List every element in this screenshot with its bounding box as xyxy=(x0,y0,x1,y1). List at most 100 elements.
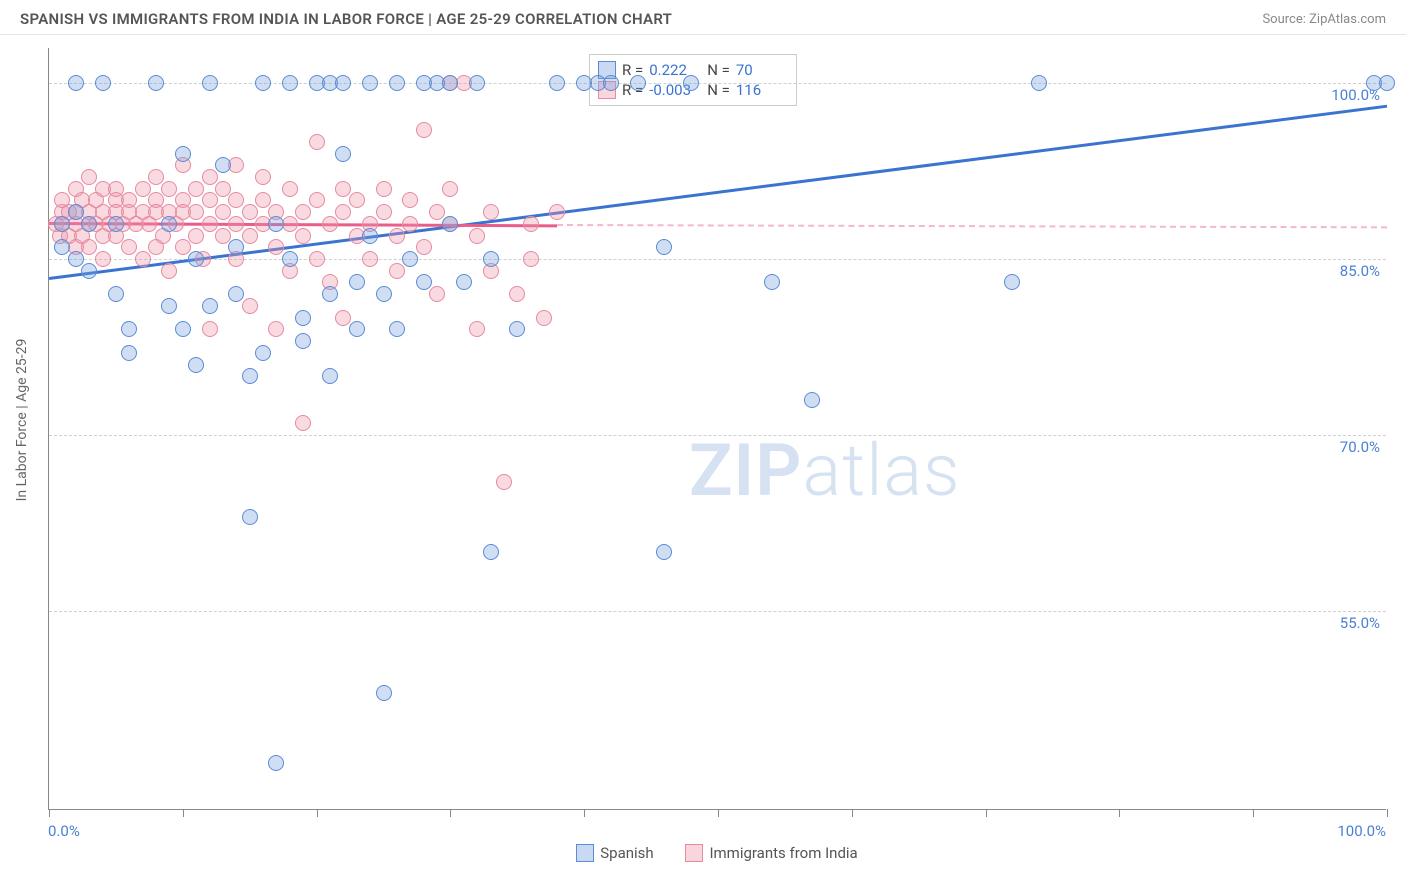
data-point-blue xyxy=(442,216,458,232)
data-point-blue xyxy=(175,321,191,337)
source-value: ZipAtlas.com xyxy=(1309,12,1386,27)
data-point-pink xyxy=(416,239,432,255)
x-tick xyxy=(1253,809,1254,817)
data-point-blue xyxy=(362,228,378,244)
data-point-pink xyxy=(161,181,177,197)
y-tick-label: 55.0% xyxy=(1340,614,1380,632)
data-point-pink xyxy=(549,204,565,220)
data-point-pink xyxy=(429,204,445,220)
data-point-blue xyxy=(549,75,565,91)
gridline xyxy=(49,259,1386,260)
data-point-pink xyxy=(335,204,351,220)
data-point-pink xyxy=(295,415,311,431)
scatter-chart: ZIPatlas R = 0.222 N = 70 R = -0.003 N =… xyxy=(48,48,1386,810)
data-point-blue xyxy=(228,239,244,255)
data-point-pink xyxy=(309,134,325,150)
x-tick xyxy=(1119,809,1120,817)
data-point-blue xyxy=(81,216,97,232)
data-point-pink xyxy=(202,192,218,208)
data-point-pink xyxy=(536,310,552,326)
data-point-pink xyxy=(282,181,298,197)
data-point-pink xyxy=(268,239,284,255)
data-point-blue xyxy=(483,251,499,267)
data-point-blue xyxy=(108,216,124,232)
legend-item-pink: Immigrants from India xyxy=(685,844,857,862)
swatch-blue-icon xyxy=(576,844,594,862)
data-point-blue xyxy=(215,157,231,173)
data-point-pink xyxy=(188,204,204,220)
data-point-blue xyxy=(282,75,298,91)
chart-title: SPANISH VS IMMIGRANTS FROM INDIA IN LABO… xyxy=(20,10,672,28)
watermark: ZIPatlas xyxy=(689,428,961,513)
x-label-min: 0.0% xyxy=(48,822,80,840)
data-point-pink xyxy=(402,216,418,232)
data-point-pink xyxy=(362,251,378,267)
data-point-blue xyxy=(95,75,111,91)
data-point-blue xyxy=(161,298,177,314)
data-point-pink xyxy=(215,228,231,244)
data-point-pink xyxy=(188,228,204,244)
data-point-pink xyxy=(389,263,405,279)
data-point-pink xyxy=(309,192,325,208)
data-point-pink xyxy=(335,310,351,326)
data-point-pink xyxy=(295,228,311,244)
data-point-pink xyxy=(242,298,258,314)
data-point-pink xyxy=(81,239,97,255)
x-axis-labels: 0.0% 100.0% xyxy=(48,822,1386,842)
data-point-blue xyxy=(402,251,418,267)
data-point-pink xyxy=(389,228,405,244)
data-point-blue xyxy=(282,251,298,267)
data-point-blue xyxy=(1379,75,1395,91)
watermark-light: atlas xyxy=(802,428,960,513)
x-tick xyxy=(852,809,853,817)
data-point-blue xyxy=(456,274,472,290)
data-point-blue xyxy=(242,509,258,525)
data-point-blue xyxy=(202,75,218,91)
data-point-blue xyxy=(81,263,97,279)
y-axis-title: In Labor Force | Age 25-29 xyxy=(14,339,30,502)
data-point-pink xyxy=(108,181,124,197)
data-point-pink xyxy=(469,228,485,244)
data-point-pink xyxy=(402,192,418,208)
x-tick xyxy=(317,809,318,817)
data-point-pink xyxy=(215,204,231,220)
data-point-pink xyxy=(175,239,191,255)
legend-label-blue: Spanish xyxy=(600,844,653,862)
data-point-blue xyxy=(322,286,338,302)
source-label: Source: xyxy=(1262,12,1305,27)
gridline xyxy=(49,611,1386,612)
data-point-blue xyxy=(630,75,646,91)
data-point-pink xyxy=(376,181,392,197)
data-point-blue xyxy=(389,75,405,91)
x-tick xyxy=(718,809,719,817)
legend-label-pink: Immigrants from India xyxy=(709,844,857,862)
data-point-blue xyxy=(656,239,672,255)
data-point-blue xyxy=(121,345,137,361)
data-point-blue xyxy=(416,274,432,290)
data-point-pink xyxy=(202,169,218,185)
data-point-blue xyxy=(683,75,699,91)
data-point-pink xyxy=(322,216,338,232)
x-tick xyxy=(584,809,585,817)
data-point-pink xyxy=(255,192,271,208)
data-point-pink xyxy=(335,181,351,197)
data-point-pink xyxy=(95,251,111,267)
data-point-blue xyxy=(349,321,365,337)
data-point-blue xyxy=(656,544,672,560)
data-point-blue xyxy=(376,286,392,302)
data-point-blue xyxy=(603,75,619,91)
data-point-pink xyxy=(135,251,151,267)
data-point-pink xyxy=(121,192,137,208)
trend-line xyxy=(49,104,1387,279)
data-point-pink xyxy=(295,204,311,220)
watermark-bold: ZIP xyxy=(689,428,802,513)
data-point-pink xyxy=(242,204,258,220)
data-point-blue xyxy=(188,357,204,373)
data-point-blue xyxy=(335,75,351,91)
data-point-blue xyxy=(804,392,820,408)
data-point-pink xyxy=(349,192,365,208)
data-point-pink xyxy=(376,204,392,220)
data-point-blue xyxy=(1031,75,1047,91)
data-point-blue xyxy=(255,75,271,91)
data-point-pink xyxy=(442,181,458,197)
